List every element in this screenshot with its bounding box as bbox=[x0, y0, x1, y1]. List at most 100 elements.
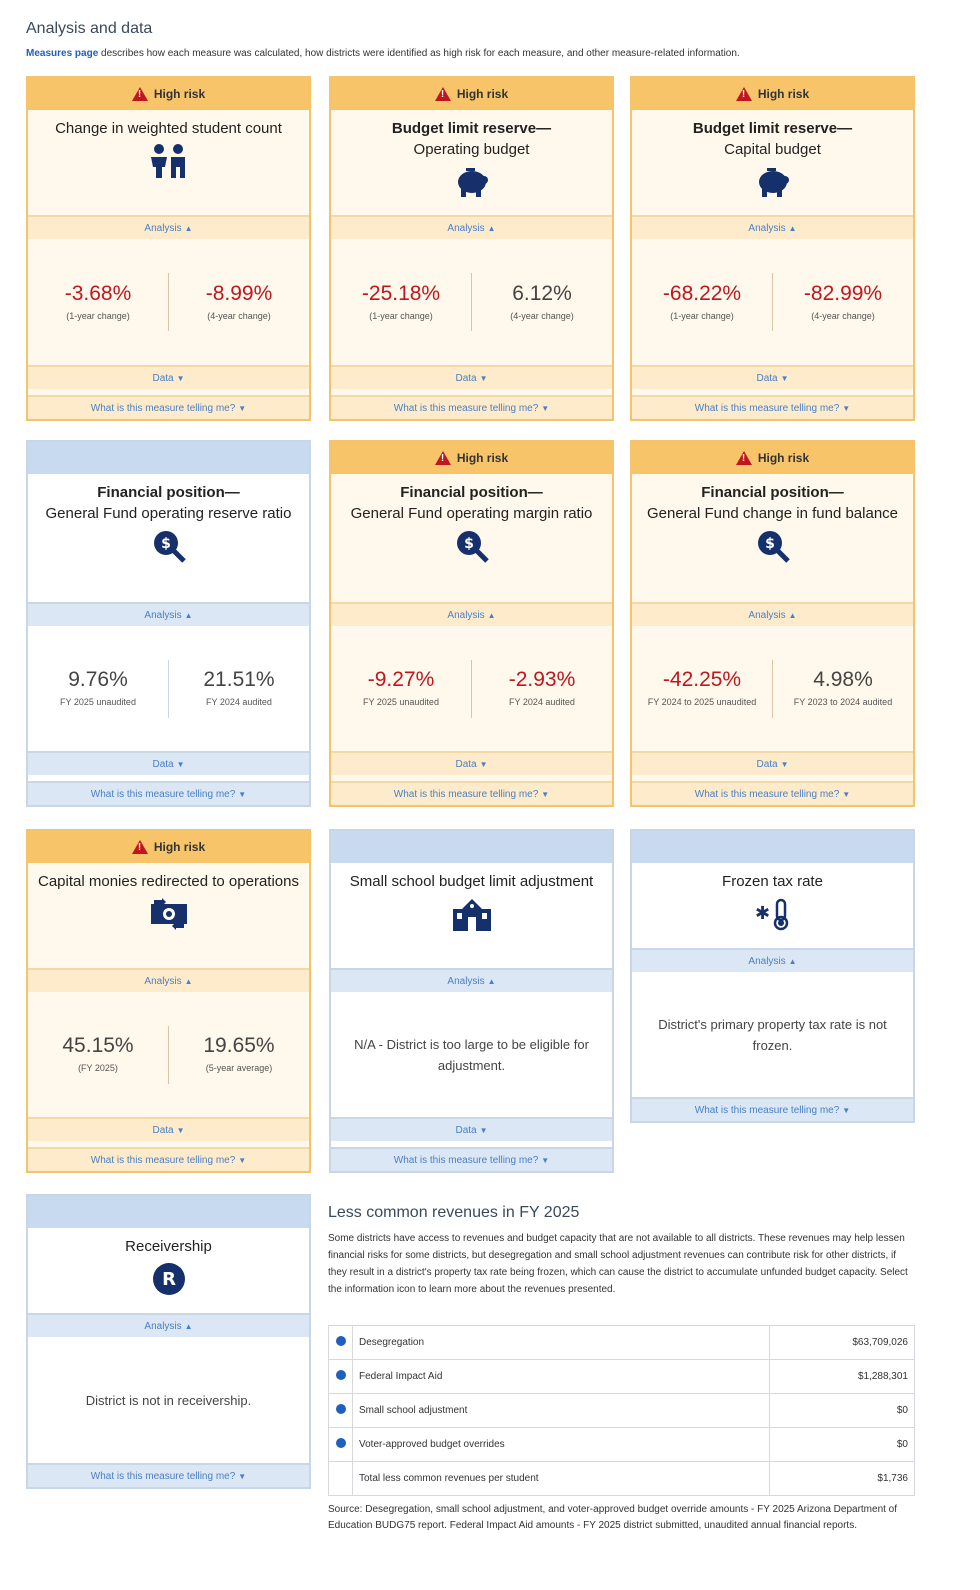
info-icon[interactable] bbox=[335, 1438, 346, 1448]
analysis-toggle[interactable]: Analysis ▲ bbox=[28, 968, 309, 992]
analysis-toggle[interactable]: Analysis ▲ bbox=[28, 602, 309, 626]
measure-card-weighted-student-count: High risk Change in weighted student cou… bbox=[26, 76, 311, 421]
students-icon bbox=[38, 139, 299, 183]
measure-card-operating-budget: High risk Budget limit reserve—Operating… bbox=[329, 76, 614, 421]
analysis-toggle[interactable]: Analysis ▲ bbox=[331, 968, 612, 992]
info-icon[interactable] bbox=[335, 1404, 346, 1414]
measure-card-small-school: Small school budget limit adjustment Ana… bbox=[329, 829, 614, 1173]
table-total-row: Total less common revenues per student $… bbox=[328, 1461, 915, 1496]
warning-icon bbox=[735, 451, 752, 465]
fy2025-value: 45.15% bbox=[62, 1034, 134, 1057]
one-year-value: -3.68% bbox=[64, 281, 132, 305]
warning-icon bbox=[434, 451, 451, 465]
measure-card-receivership: Receivership R Analysis ▲ District is not… bbox=[26, 1194, 311, 1489]
measure-card-operating-reserve: Financial position— General Fund operatin… bbox=[26, 440, 311, 807]
analysis-toggle[interactable]: Analysis ▲ bbox=[28, 215, 309, 239]
telling-toggle[interactable]: What is this measure telling me? ▼ bbox=[331, 1147, 612, 1171]
analysis-toggle[interactable]: Analysis ▲ bbox=[331, 602, 612, 626]
one-year-value: -68.22% bbox=[662, 281, 742, 305]
intro-text: Measures page describes how each measure… bbox=[26, 48, 740, 59]
measure-card-capital-redirected: High risk Capital monies redirected to o… bbox=[26, 829, 311, 1173]
fy2024-value: 4.98% bbox=[813, 668, 873, 691]
fy2024-value: 21.51% bbox=[203, 668, 275, 691]
school-building-icon bbox=[341, 892, 602, 936]
measure-title: Receivership bbox=[125, 1238, 212, 1255]
high-risk-badge: High risk bbox=[28, 831, 309, 863]
card-header bbox=[331, 831, 612, 863]
measure-title: Budget limit reserve— Operating budget bbox=[391, 120, 552, 158]
money-search-icon: $ bbox=[642, 524, 903, 568]
svg-text:$: $ bbox=[464, 536, 474, 552]
data-toggle[interactable]: Data ▼ bbox=[28, 365, 309, 389]
money-transfer-icon bbox=[38, 892, 299, 936]
svg-text:$: $ bbox=[765, 536, 775, 552]
money-search-icon: $ bbox=[341, 524, 602, 568]
measure-title: Financial position— General Fund operatin… bbox=[350, 484, 593, 522]
svg-text:✱: ✱ bbox=[755, 903, 770, 924]
info-icon[interactable] bbox=[335, 1336, 346, 1346]
data-toggle[interactable]: Data ▼ bbox=[331, 751, 612, 775]
warning-icon bbox=[434, 87, 451, 101]
telling-toggle[interactable]: What is this measure telling me? ▼ bbox=[28, 395, 309, 419]
analysis-toggle[interactable]: Analysis ▲ bbox=[331, 215, 612, 239]
fy2024-value: -2.93% bbox=[508, 668, 576, 691]
page-title: Analysis and data bbox=[26, 20, 153, 37]
one-year-value: -25.18% bbox=[361, 281, 441, 305]
chevron-down-icon: ▼ bbox=[176, 373, 185, 383]
telling-toggle[interactable]: What is this measure telling me? ▼ bbox=[632, 395, 913, 419]
source-note: Source: Desegregation, small school adju… bbox=[328, 1504, 898, 1531]
fy2025-value: 9.76% bbox=[68, 668, 128, 691]
info-icon[interactable] bbox=[335, 1370, 346, 1380]
analysis-toggle[interactable]: Analysis ▲ bbox=[632, 948, 913, 972]
analysis-toggle[interactable]: Analysis ▲ bbox=[632, 602, 913, 626]
less-common-description: Some districts have access to revenues a… bbox=[328, 1233, 908, 1295]
card-header bbox=[632, 831, 913, 863]
data-toggle[interactable]: Data ▼ bbox=[632, 751, 913, 775]
money-search-icon: $ bbox=[38, 524, 299, 568]
telling-toggle[interactable]: What is this measure telling me? ▼ bbox=[28, 1463, 309, 1487]
less-common-title: Less common revenues in FY 2025 bbox=[328, 1204, 580, 1221]
measure-title: Budget limit reserve— Capital budget bbox=[692, 120, 853, 158]
table-row: Voter-approved budget overrides $0 bbox=[328, 1427, 915, 1462]
high-risk-badge: High risk bbox=[331, 442, 612, 474]
data-toggle[interactable]: Data ▼ bbox=[632, 365, 913, 389]
four-year-value: -82.99% bbox=[803, 281, 883, 305]
four-year-value: -8.99% bbox=[205, 281, 273, 305]
card-header bbox=[28, 442, 309, 474]
analysis-message: District's primary property tax rate is … bbox=[632, 972, 913, 1097]
warning-icon bbox=[131, 840, 148, 854]
telling-toggle[interactable]: What is this measure telling me? ▼ bbox=[331, 781, 612, 805]
measures-page-link[interactable]: Measures page bbox=[26, 48, 99, 59]
measure-card-operating-margin: High risk Financial position—General Fun… bbox=[329, 440, 614, 807]
chevron-down-icon: ▼ bbox=[238, 403, 247, 413]
chevron-up-icon: ▲ bbox=[184, 223, 193, 233]
telling-toggle[interactable]: What is this measure telling me? ▼ bbox=[331, 395, 612, 419]
table-row: Small school adjustment $0 bbox=[328, 1393, 915, 1428]
piggy-bank-icon bbox=[642, 160, 903, 204]
analysis-toggle[interactable]: Analysis ▲ bbox=[632, 215, 913, 239]
analysis-message: N/A - District is too large to be eligib… bbox=[331, 992, 612, 1117]
frozen-thermometer-icon: ✱ bbox=[642, 892, 903, 936]
telling-toggle[interactable]: What is this measure telling me? ▼ bbox=[28, 1147, 309, 1171]
table-row: Federal Impact Aid $1,288,301 bbox=[328, 1359, 915, 1394]
data-toggle[interactable]: Data ▼ bbox=[28, 1117, 309, 1141]
high-risk-badge: High risk bbox=[28, 78, 309, 110]
piggy-bank-icon bbox=[341, 160, 602, 204]
svg-text:R: R bbox=[162, 1269, 176, 1290]
telling-toggle[interactable]: What is this measure telling me? ▼ bbox=[28, 781, 309, 805]
high-risk-badge: High risk bbox=[632, 78, 913, 110]
analysis-toggle[interactable]: Analysis ▲ bbox=[28, 1313, 309, 1337]
telling-toggle[interactable]: What is this measure telling me? ▼ bbox=[632, 1097, 913, 1121]
receivership-r-icon: R bbox=[38, 1257, 299, 1301]
measure-card-fund-balance: High risk Financial position—General Fun… bbox=[630, 440, 915, 807]
analysis-message: District is not in receivership. bbox=[28, 1337, 309, 1463]
five-year-average: 19.65% bbox=[203, 1034, 275, 1057]
data-toggle[interactable]: Data ▼ bbox=[331, 1117, 612, 1141]
measure-title: Small school budget limit adjustment bbox=[349, 873, 594, 890]
data-toggle[interactable]: Data ▼ bbox=[28, 751, 309, 775]
data-toggle[interactable]: Data ▼ bbox=[331, 365, 612, 389]
measure-card-frozen-tax-rate: Frozen tax rate ✱ Analysis ▲ District's p… bbox=[630, 829, 915, 1123]
high-risk-badge: High risk bbox=[632, 442, 913, 474]
telling-toggle[interactable]: What is this measure telling me? ▼ bbox=[632, 781, 913, 805]
less-common-table: Desegregation $63,709,026 Federal Impact… bbox=[328, 1325, 915, 1496]
